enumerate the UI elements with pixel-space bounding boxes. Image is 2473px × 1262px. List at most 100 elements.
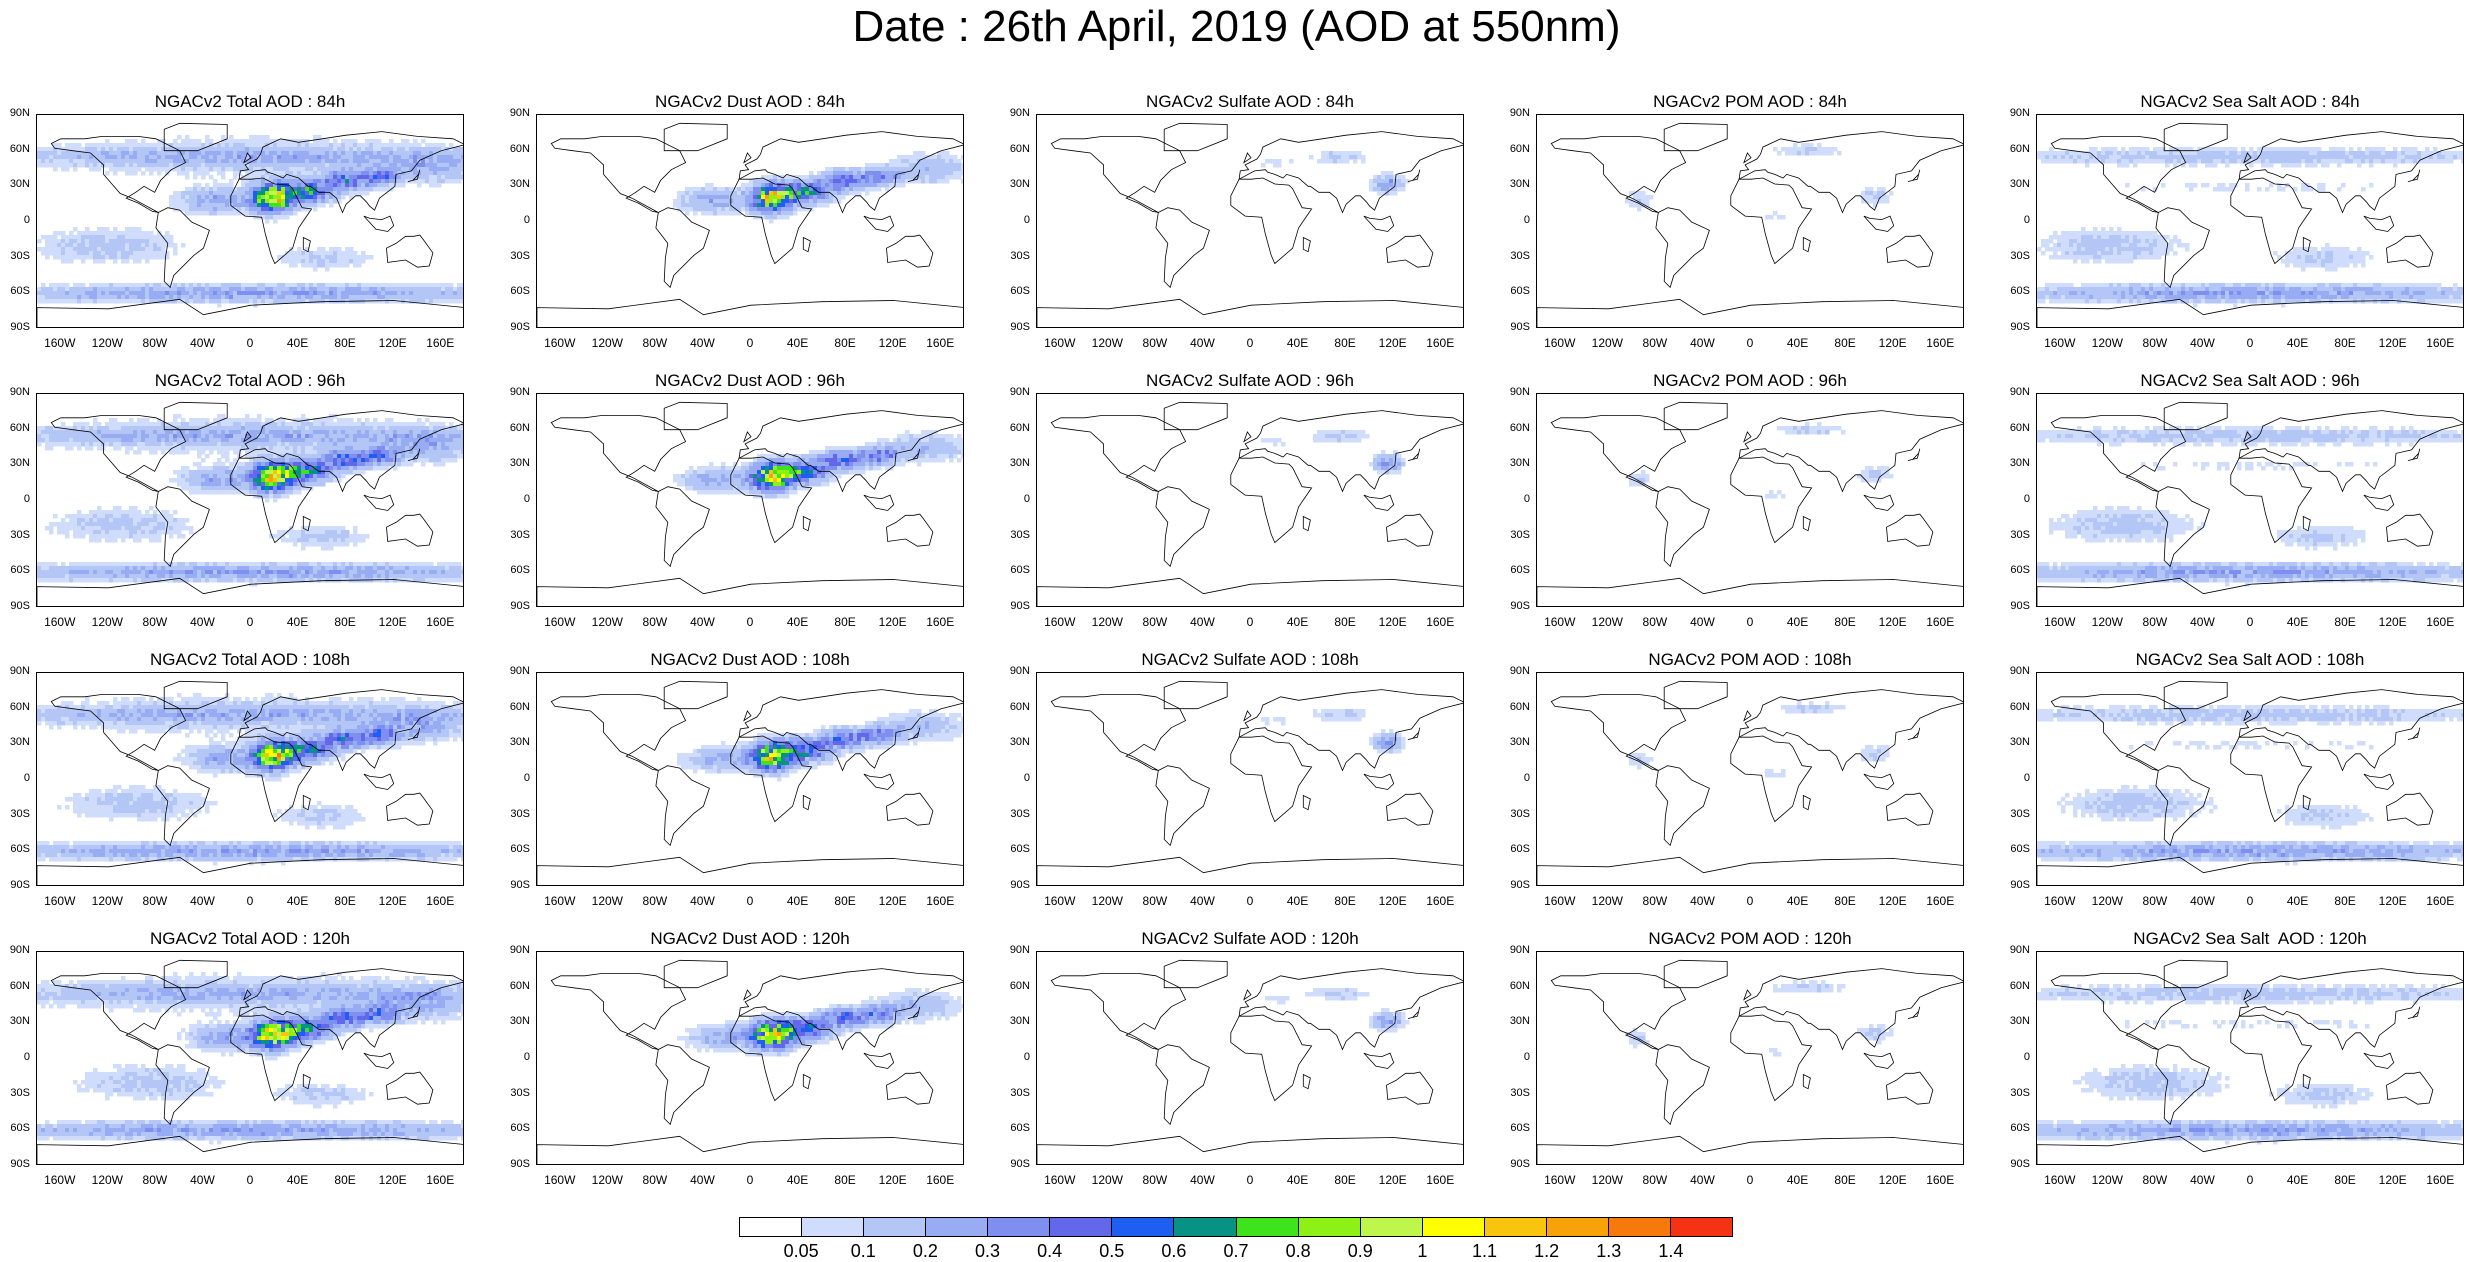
lon-tick-label: 120E (873, 1173, 913, 1187)
coastline-4 (387, 793, 433, 825)
lon-tick-label: 120E (873, 336, 913, 350)
coastline-7 (1864, 216, 1894, 231)
lon-tick-label: 120E (2373, 1173, 2413, 1187)
lon-tick-label: 40E (278, 336, 318, 350)
coastline-0 (1551, 415, 1685, 491)
lon-tick-label: 40W (1182, 336, 1222, 350)
aod-field-map (1037, 673, 1464, 886)
lat-tick-label: 30S (2000, 808, 2030, 820)
lat-tick-label: 90N (500, 665, 530, 677)
lon-tick-label: 160W (1540, 336, 1580, 350)
lon-tick-label: 0 (230, 615, 270, 629)
coastline-6 (1037, 857, 1464, 886)
coastline-5 (1164, 123, 1227, 150)
lon-tick-label: 40E (2278, 336, 2318, 350)
lon-tick-label: 120W (1087, 1173, 1127, 1187)
lon-tick-label: 120E (1373, 1173, 1413, 1187)
map-frame (1536, 393, 1964, 607)
lon-tick-label: 120W (587, 1173, 627, 1187)
lat-tick-label: 90N (1500, 107, 1530, 119)
lon-tick-label: 120W (87, 894, 127, 908)
coastline-5 (1664, 123, 1727, 150)
panel-title: NGACv2 Dust AOD : 96h (536, 371, 964, 391)
lat-tick-label: 60N (2000, 422, 2030, 434)
lat-tick-label: 0 (1500, 1051, 1530, 1063)
aod-field-map (537, 394, 964, 607)
lon-tick-label: 40E (1278, 894, 1318, 908)
lon-tick-label: 40E (2278, 894, 2318, 908)
colorbar-swatch (740, 1218, 802, 1236)
lat-tick-label: 90S (500, 600, 530, 612)
lat-tick-label: 30N (500, 1015, 530, 1027)
coastline-7 (864, 216, 894, 231)
colorbar-swatch (1361, 1218, 1423, 1236)
coastline-3 (1739, 411, 1964, 492)
coastline-4 (1887, 1072, 1933, 1104)
lat-tick-label: 30N (0, 736, 30, 748)
lon-tick-label: 120W (1587, 336, 1627, 350)
lat-tick-label: 90N (500, 944, 530, 956)
lat-tick-label: 90N (2000, 386, 2030, 398)
lon-tick-label: 0 (2230, 894, 2270, 908)
lat-tick-label: 30N (1000, 178, 1030, 190)
lon-tick-label: 0 (1730, 336, 1770, 350)
colorbar-label: 1.1 (1460, 1241, 1510, 1262)
lon-tick-label: 120E (1873, 615, 1913, 629)
coastline-4 (887, 235, 933, 267)
lat-tick-label: 90S (1000, 321, 1030, 333)
panel-title: NGACv2 Sea Salt AOD : 96h (2036, 371, 2464, 391)
lon-tick-label: 120W (1087, 894, 1127, 908)
lon-tick-label: 80E (825, 336, 865, 350)
map-frame (1036, 672, 1464, 886)
colorbar-label: 0.9 (1335, 1241, 1385, 1262)
map-frame (536, 393, 964, 607)
lat-tick-label: 30N (500, 178, 530, 190)
lon-tick-label: 0 (1230, 1173, 1270, 1187)
coastline-5 (1164, 402, 1227, 429)
lat-tick-label: 60N (1000, 980, 1030, 992)
lon-tick-label: 0 (230, 336, 270, 350)
lat-tick-label: 30S (1000, 529, 1030, 541)
colorbar-label: 0.7 (1211, 1241, 1261, 1262)
lon-tick-label: 160W (40, 615, 80, 629)
coastline-4 (387, 1072, 433, 1104)
lat-tick-label: 90N (1000, 944, 1030, 956)
coastline-7 (1864, 774, 1894, 789)
lat-tick-label: 0 (0, 1051, 30, 1063)
lon-tick-label: 40W (1682, 1173, 1722, 1187)
lat-tick-label: 90N (1500, 944, 1530, 956)
lat-tick-label: 0 (0, 214, 30, 226)
aod-field-map (1037, 394, 1464, 607)
coastline-7 (864, 1053, 894, 1068)
map-frame (536, 114, 964, 328)
colorbar-label: 0.1 (838, 1241, 888, 1262)
coastline-1 (1156, 1045, 1210, 1125)
lat-tick-label: 30N (1500, 457, 1530, 469)
lon-tick-label: 80E (2325, 615, 2365, 629)
lat-tick-label: 90S (1000, 1158, 1030, 1170)
lon-tick-label: 120W (2087, 615, 2127, 629)
coastline-2 (1231, 457, 1312, 543)
colorbar-swatch (988, 1218, 1050, 1236)
coastline-1 (656, 487, 710, 567)
map-frame (2036, 951, 2464, 1165)
lat-tick-label: 60S (2000, 843, 2030, 855)
lon-tick-label: 80W (135, 336, 175, 350)
colorbar-label: 0.2 (900, 1241, 950, 1262)
lon-tick-label: 80E (825, 1173, 865, 1187)
coastline-10 (1744, 432, 1751, 442)
lon-tick-label: 80E (1825, 336, 1865, 350)
lat-tick-label: 30N (0, 457, 30, 469)
coastline-6 (537, 578, 964, 607)
lon-tick-label: 40E (778, 615, 818, 629)
lon-tick-label: 80W (2135, 1173, 2175, 1187)
map-frame (1036, 393, 1464, 607)
lon-tick-label: 120W (587, 615, 627, 629)
lat-tick-label: 90N (1000, 386, 1030, 398)
coastline-7 (364, 774, 394, 789)
lat-tick-label: 90S (0, 321, 30, 333)
